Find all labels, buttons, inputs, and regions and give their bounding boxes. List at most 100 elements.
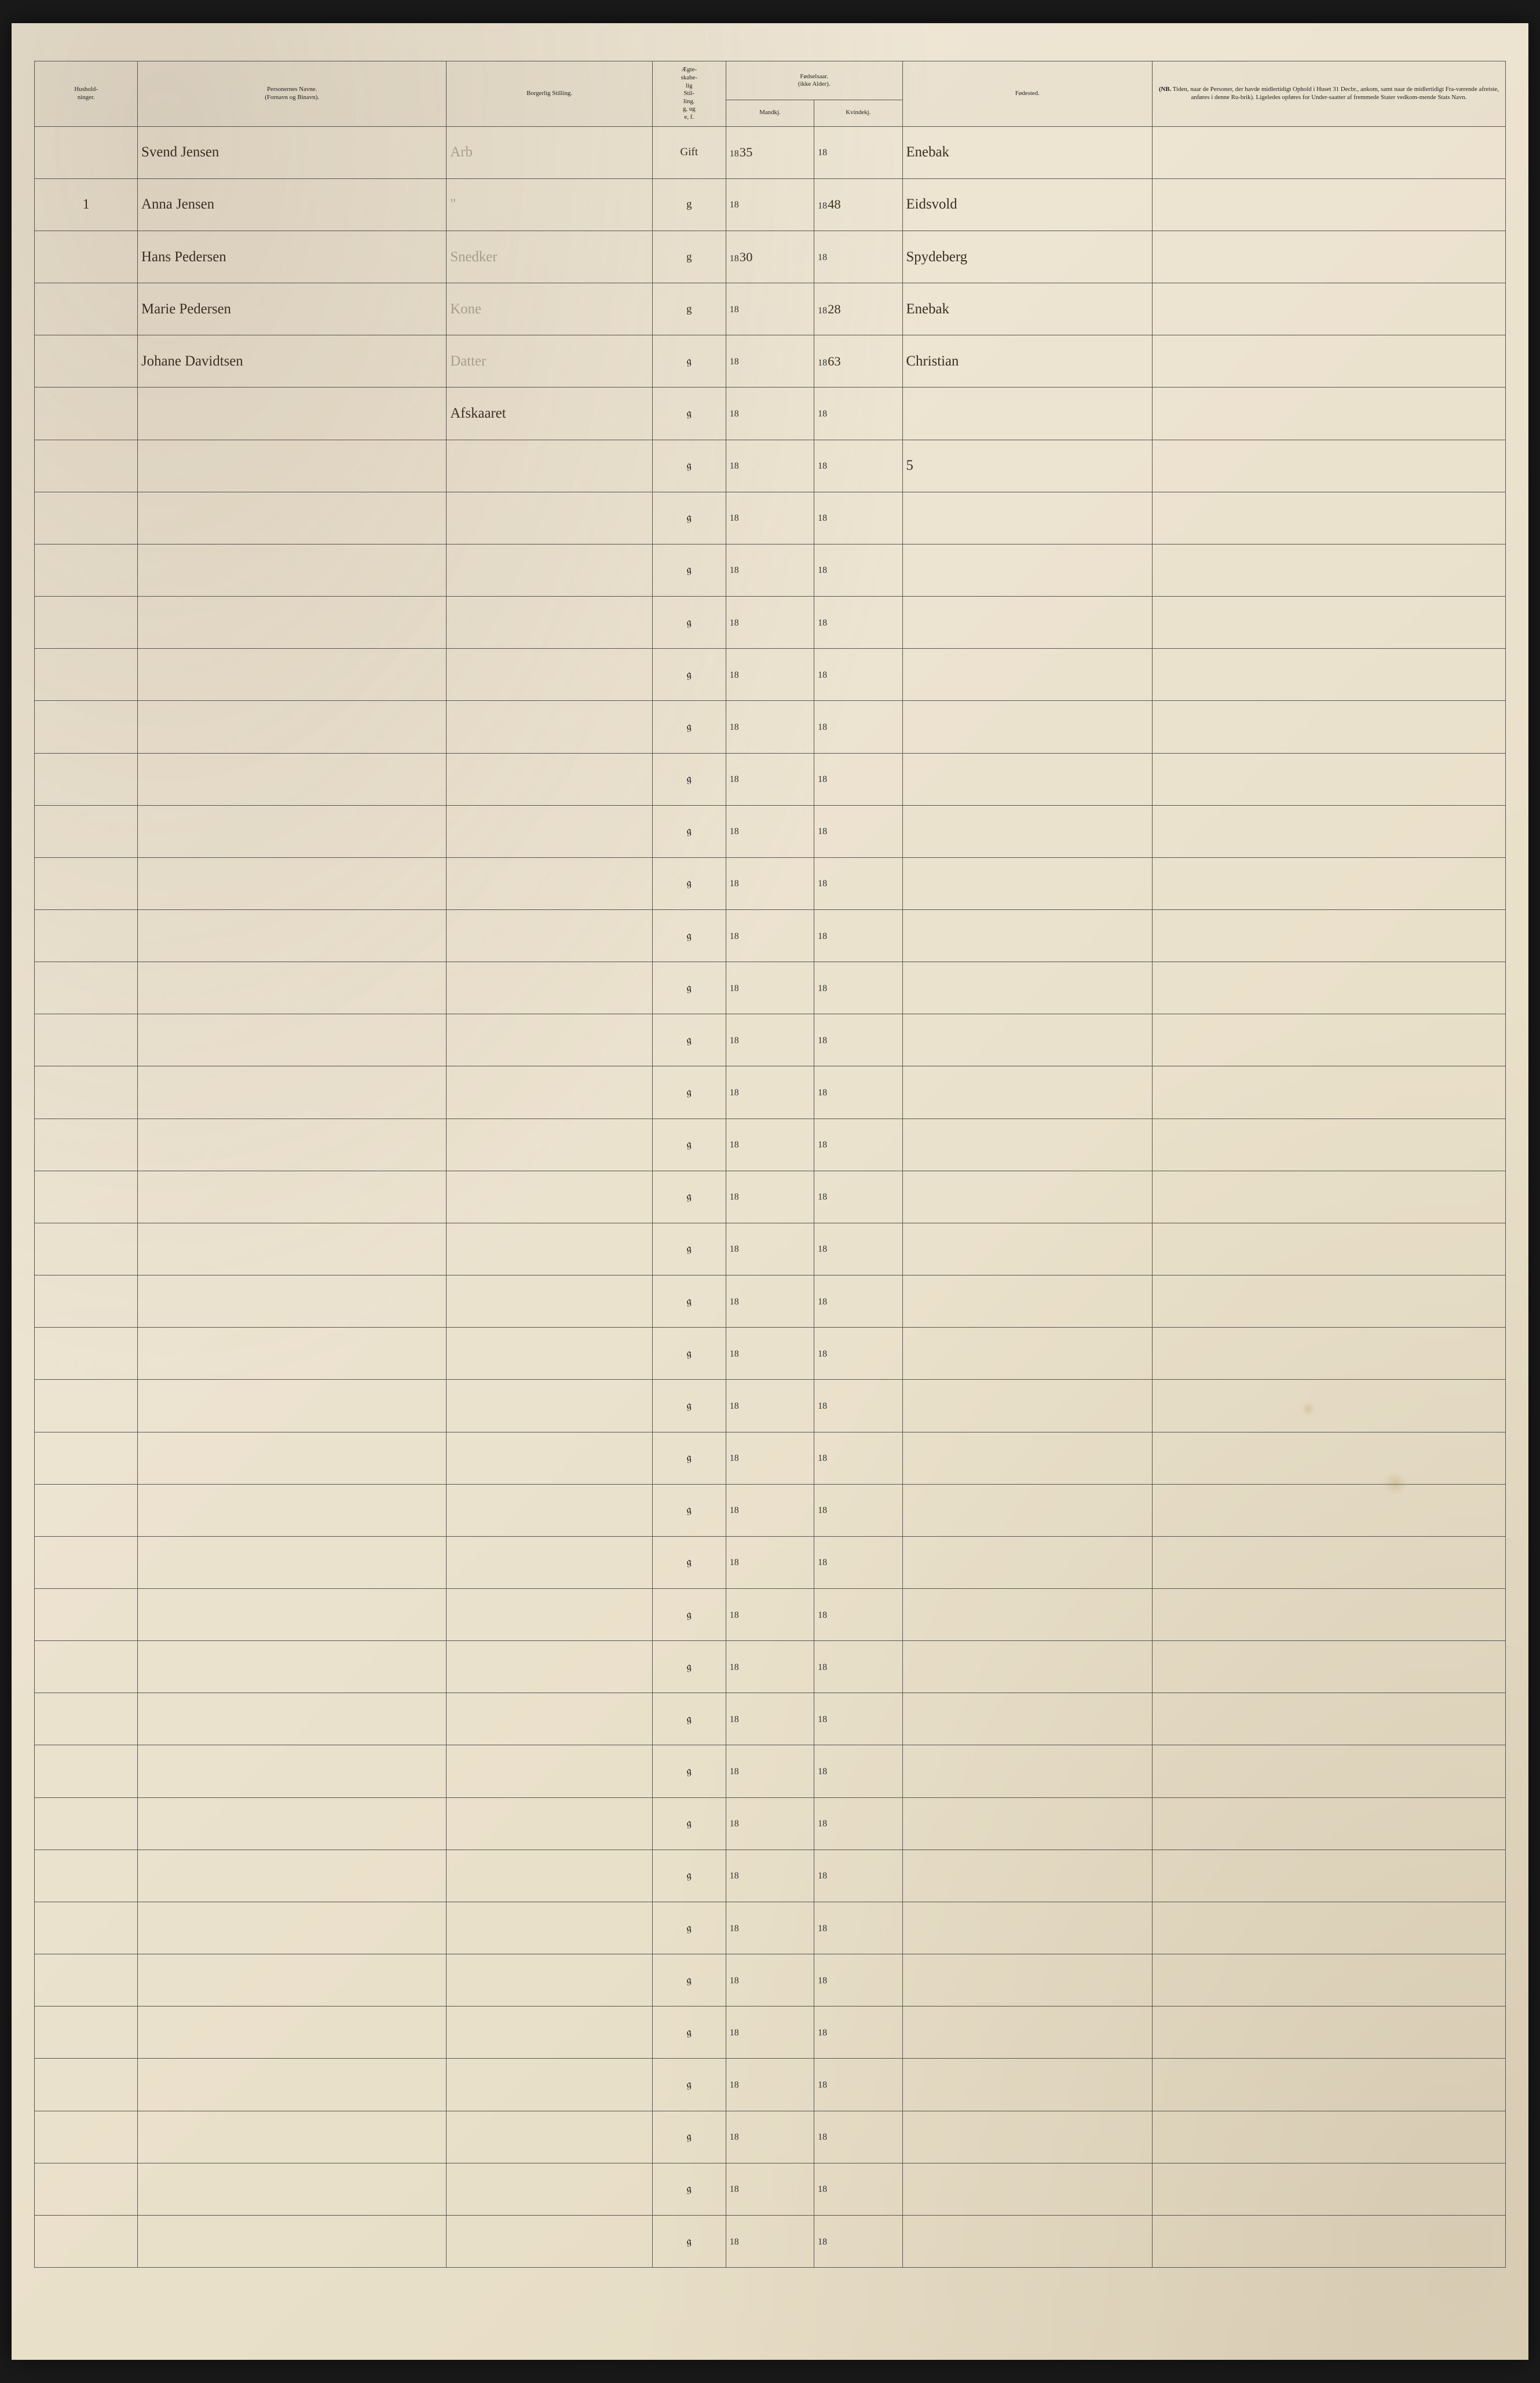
cell-stilling bbox=[447, 1589, 653, 1641]
cell-hushold bbox=[35, 2215, 138, 2267]
cell-mand-year: 18 bbox=[726, 283, 814, 335]
cell-fodested bbox=[902, 544, 1153, 596]
year-prefix: 18 bbox=[730, 149, 739, 159]
cell-mand-year: 18 bbox=[726, 1797, 814, 1850]
cell-note bbox=[1153, 492, 1506, 544]
printed-g: g bbox=[687, 1818, 692, 1829]
cell-mand-year: 18 bbox=[726, 544, 814, 596]
table-row: g1818 bbox=[35, 1171, 1505, 1223]
cell-mand-year: 1830 bbox=[726, 231, 814, 283]
cell-navn: Hans Pedersen bbox=[138, 231, 447, 283]
cell-mand-year: 18 bbox=[726, 1328, 814, 1380]
cell-fodested bbox=[902, 1797, 1153, 1850]
cell-navn bbox=[138, 1119, 447, 1171]
cell-navn bbox=[138, 2215, 447, 2267]
cell-mand-year: 18 bbox=[726, 1954, 814, 2006]
cell-navn bbox=[138, 1171, 447, 1223]
cell-stilling: Arb bbox=[447, 126, 653, 178]
cell-stilling bbox=[447, 857, 653, 909]
cell-hushold bbox=[35, 1589, 138, 1641]
year-prefix: 18 bbox=[730, 2132, 739, 2142]
table-row: g18185 bbox=[35, 440, 1505, 492]
cell-note bbox=[1153, 962, 1506, 1014]
year-prefix: 18 bbox=[818, 148, 827, 158]
year-prefix: 18 bbox=[730, 1610, 739, 1620]
cell-aegte: g bbox=[652, 857, 726, 909]
cell-note bbox=[1153, 2163, 1506, 2215]
cell-hushold bbox=[35, 544, 138, 596]
cell-aegte: g bbox=[652, 440, 726, 492]
cell-stilling bbox=[447, 1432, 653, 1484]
year-prefix: 18 bbox=[818, 1924, 827, 1934]
cell-stilling bbox=[447, 1275, 653, 1328]
printed-g: g bbox=[687, 878, 692, 889]
cell-hushold bbox=[35, 1380, 138, 1432]
cell-aegte: g bbox=[652, 492, 726, 544]
cell-note bbox=[1153, 1171, 1506, 1223]
cell-mand-year: 18 bbox=[726, 962, 814, 1014]
year-value: 30 bbox=[739, 250, 753, 264]
cell-fodested bbox=[902, 1641, 1153, 1693]
cell-navn bbox=[138, 649, 447, 701]
cell-note bbox=[1153, 440, 1506, 492]
year-prefix: 18 bbox=[730, 565, 739, 575]
cell-aegte: g bbox=[652, 2059, 726, 2111]
cell-fodested bbox=[902, 1954, 1153, 2006]
cell-navn bbox=[138, 2006, 447, 2059]
cell-stilling: Snedker bbox=[447, 231, 653, 283]
printed-g: g bbox=[687, 1870, 692, 1881]
cell-fodested bbox=[902, 1014, 1153, 1066]
cell-hushold bbox=[35, 1171, 138, 1223]
table-row: g1818 bbox=[35, 2006, 1505, 2059]
cell-navn bbox=[138, 492, 447, 544]
cell-note bbox=[1153, 1850, 1506, 1902]
census-page: Hushold-ninger. Personernes Navne.(Forna… bbox=[12, 23, 1528, 2360]
cell-kvin-year: 18 bbox=[814, 1902, 902, 1954]
cell-stilling bbox=[447, 1850, 653, 1902]
year-prefix: 18 bbox=[730, 2184, 739, 2194]
printed-g: g bbox=[687, 1139, 692, 1150]
year-prefix: 18 bbox=[818, 2237, 827, 2247]
year-prefix: 18 bbox=[818, 774, 827, 784]
cell-hushold bbox=[35, 1536, 138, 1588]
year-value: 63 bbox=[827, 354, 841, 368]
cell-mand-year: 1835 bbox=[726, 126, 814, 178]
printed-g: g bbox=[687, 513, 692, 524]
year-prefix: 18 bbox=[730, 409, 739, 419]
cell-kvin-year: 18 bbox=[814, 857, 902, 909]
table-row: Svend JensenArbGift183518Enebak bbox=[35, 126, 1505, 178]
table-body: Svend JensenArbGift183518Enebak1Anna Jen… bbox=[35, 126, 1505, 2268]
cell-kvin-year: 18 bbox=[814, 1641, 902, 1693]
cell-mand-year: 18 bbox=[726, 388, 814, 440]
cell-fodested: Eidsvold bbox=[902, 178, 1153, 231]
printed-g: g bbox=[687, 1610, 692, 1621]
cell-aegte: g bbox=[652, 1745, 726, 1797]
cell-mand-year: 18 bbox=[726, 649, 814, 701]
cell-stilling bbox=[447, 1380, 653, 1432]
table-row: g1818 bbox=[35, 2111, 1505, 2163]
cell-hushold bbox=[35, 440, 138, 492]
cell-aegte: g bbox=[652, 1380, 726, 1432]
cell-aegte: g bbox=[652, 1171, 726, 1223]
cell-fodested bbox=[902, 962, 1153, 1014]
printed-g: g bbox=[687, 1714, 692, 1725]
cell-kvin-year: 1828 bbox=[814, 283, 902, 335]
cell-stilling bbox=[447, 1902, 653, 1954]
cell-note bbox=[1153, 1745, 1506, 1797]
table-row: g1818 bbox=[35, 1328, 1505, 1380]
printed-g: g bbox=[687, 774, 692, 785]
cell-hushold bbox=[35, 753, 138, 805]
cell-hushold bbox=[35, 805, 138, 857]
table-row: g1818 bbox=[35, 597, 1505, 649]
cell-fodested bbox=[902, 805, 1153, 857]
cell-navn bbox=[138, 1902, 447, 1954]
cell-stilling bbox=[447, 1328, 653, 1380]
cell-kvin-year: 18 bbox=[814, 2111, 902, 2163]
cell-navn bbox=[138, 440, 447, 492]
year-prefix: 18 bbox=[730, 1036, 739, 1046]
printed-g: g bbox=[687, 617, 692, 628]
cell-kvin-year: 18 bbox=[814, 1014, 902, 1066]
cell-fodested bbox=[902, 1589, 1153, 1641]
cell-note bbox=[1153, 1641, 1506, 1693]
cell-navn bbox=[138, 1066, 447, 1119]
